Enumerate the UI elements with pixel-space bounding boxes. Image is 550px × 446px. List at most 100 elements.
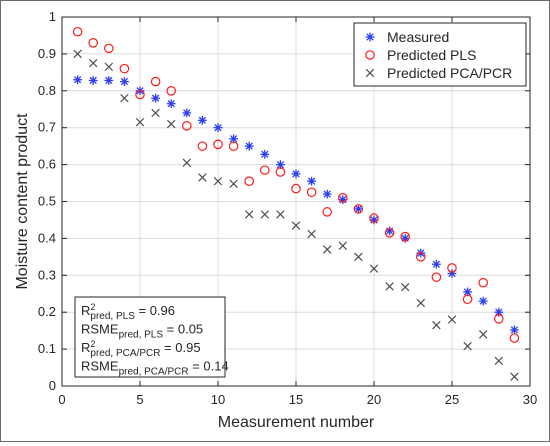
predicted-pls-point (150, 76, 161, 87)
predicted-pls-point (72, 26, 83, 37)
predicted-pls-point (384, 228, 395, 238)
predicted-pls-point (447, 263, 457, 273)
predicted-pls-point (400, 231, 410, 242)
predicted-pca-pcr-point-stroke (400, 282, 410, 292)
predicted-pls-point (337, 193, 348, 203)
predicted-pca-pcr-point-stroke (447, 315, 457, 324)
measured-point-stroke (120, 77, 129, 86)
predicted-pca-pcr-point (432, 320, 441, 330)
predicted-pls-point (88, 38, 98, 48)
measured-point (120, 77, 129, 86)
predicted-pls-point (415, 252, 426, 262)
predicted-pca-pcr-point (510, 372, 519, 381)
y-tick-label: 0.5 (38, 194, 56, 209)
measured-point (198, 115, 207, 125)
predicted-pca-pcr-point-stroke (120, 93, 129, 103)
measured-point (463, 287, 472, 297)
measured-point-stroke (229, 135, 238, 143)
measured-point-stroke (214, 124, 222, 132)
predicted-pls-point (291, 183, 301, 194)
predicted-pca-pcr-point (416, 298, 426, 308)
measured-point (338, 195, 348, 205)
measured-point (291, 169, 301, 179)
y-tick-label: 0.2 (38, 304, 56, 319)
predicted-pca-pcr-point (260, 210, 270, 219)
predicted-pca-pcr-point (291, 221, 301, 230)
predicted-pls-point-circle (213, 139, 223, 150)
predicted-pca-pcr-point-stroke (354, 252, 363, 262)
predicted-pls-point (213, 139, 223, 150)
predicted-pls-point (509, 333, 520, 343)
predicted-pca-pcr-point-stroke (198, 173, 207, 182)
predicted-pls-point-circle (322, 207, 332, 217)
predicted-pls-point-circle (400, 231, 410, 242)
measured-point-stroke (151, 94, 160, 102)
predicted-pca-pcr-point (213, 176, 223, 186)
measured-point-stroke (89, 76, 97, 85)
predicted-pca-pcr-point (244, 210, 254, 219)
legend-marker (365, 50, 375, 60)
predicted-pca-pcr-point (494, 356, 504, 366)
predicted-pls-point (275, 167, 286, 177)
predicted-pca-pcr-point (385, 282, 394, 291)
predicted-pca-pcr-point-stroke (478, 330, 488, 339)
measured-point-stroke (167, 100, 175, 108)
predicted-pls-point-circle (337, 193, 348, 203)
predicted-pca-pcr-point-stroke (135, 117, 145, 127)
predicted-pca-pcr-point-stroke (151, 108, 160, 118)
predicted-pca-pcr-point (354, 252, 363, 262)
statistic-superscript: 2 (90, 339, 95, 349)
predicted-pca-pcr-point-stroke (166, 119, 176, 129)
predicted-pls-point-circle (88, 38, 98, 48)
predicted-pca-pcr-point-stroke (432, 320, 441, 330)
predicted-pca-pcr-point (198, 173, 207, 182)
measured-point (166, 99, 176, 109)
predicted-pca-pcr-point (182, 158, 192, 167)
legend: Measured Predicted PLS Predicted PCA/PCR (353, 22, 527, 87)
predicted-pca-pcr-point-stroke (416, 298, 426, 308)
predicted-pca-pcr-point-stroke (244, 210, 254, 219)
predicted-pca-pcr-point (135, 117, 145, 127)
legend-marker-stroke (366, 33, 374, 41)
predicted-pls-point-circle (509, 333, 520, 343)
predicted-pls-point (322, 207, 332, 217)
statistic-value: = 0.14 (189, 359, 229, 374)
measured-point (385, 226, 394, 236)
statistic-line: RSMEpred, PLS = 0.05 (81, 322, 203, 341)
predicted-pls-point (166, 86, 176, 96)
predicted-pls-point (478, 277, 488, 288)
predicted-pls-point-circle (478, 277, 488, 288)
predicted-pls-point-circle (415, 252, 426, 262)
predicted-pls-point-circle (431, 272, 442, 282)
measured-point-stroke (323, 190, 331, 198)
y-tick-label: 1 (49, 9, 56, 24)
series-measured (73, 75, 519, 335)
x-tick-label: 20 (367, 392, 381, 407)
predicted-pls-point (493, 314, 504, 324)
predicted-pca-pcr-point-stroke (104, 62, 114, 72)
predicted-pca-pcr-point (307, 229, 316, 239)
x-tick-label: 15 (289, 392, 303, 407)
x-tick-label: 10 (211, 392, 225, 407)
y-tick-label: 0 (49, 378, 56, 393)
measured-point (400, 234, 410, 243)
predicted-pls-point-circle (104, 43, 114, 54)
measured-point-stroke (245, 142, 253, 150)
predicted-pls-point (306, 187, 317, 198)
legend-marker-stroke (365, 68, 375, 78)
measured-point (432, 259, 441, 269)
measured-point (510, 325, 519, 335)
measured-point-stroke (479, 297, 487, 305)
predicted-pls-point-circle (275, 167, 286, 177)
measured-point (478, 296, 488, 306)
measured-point-stroke (276, 160, 285, 169)
statistic-value: = 0.96 (135, 303, 175, 318)
x-tick-label: 30 (523, 392, 537, 407)
y-tick-label: 0.9 (38, 46, 56, 61)
legend-box (353, 22, 527, 87)
measured-point (244, 141, 254, 151)
predicted-pls-point-circle (384, 228, 395, 238)
predicted-pls-point (228, 141, 239, 151)
measured-point (260, 149, 270, 159)
